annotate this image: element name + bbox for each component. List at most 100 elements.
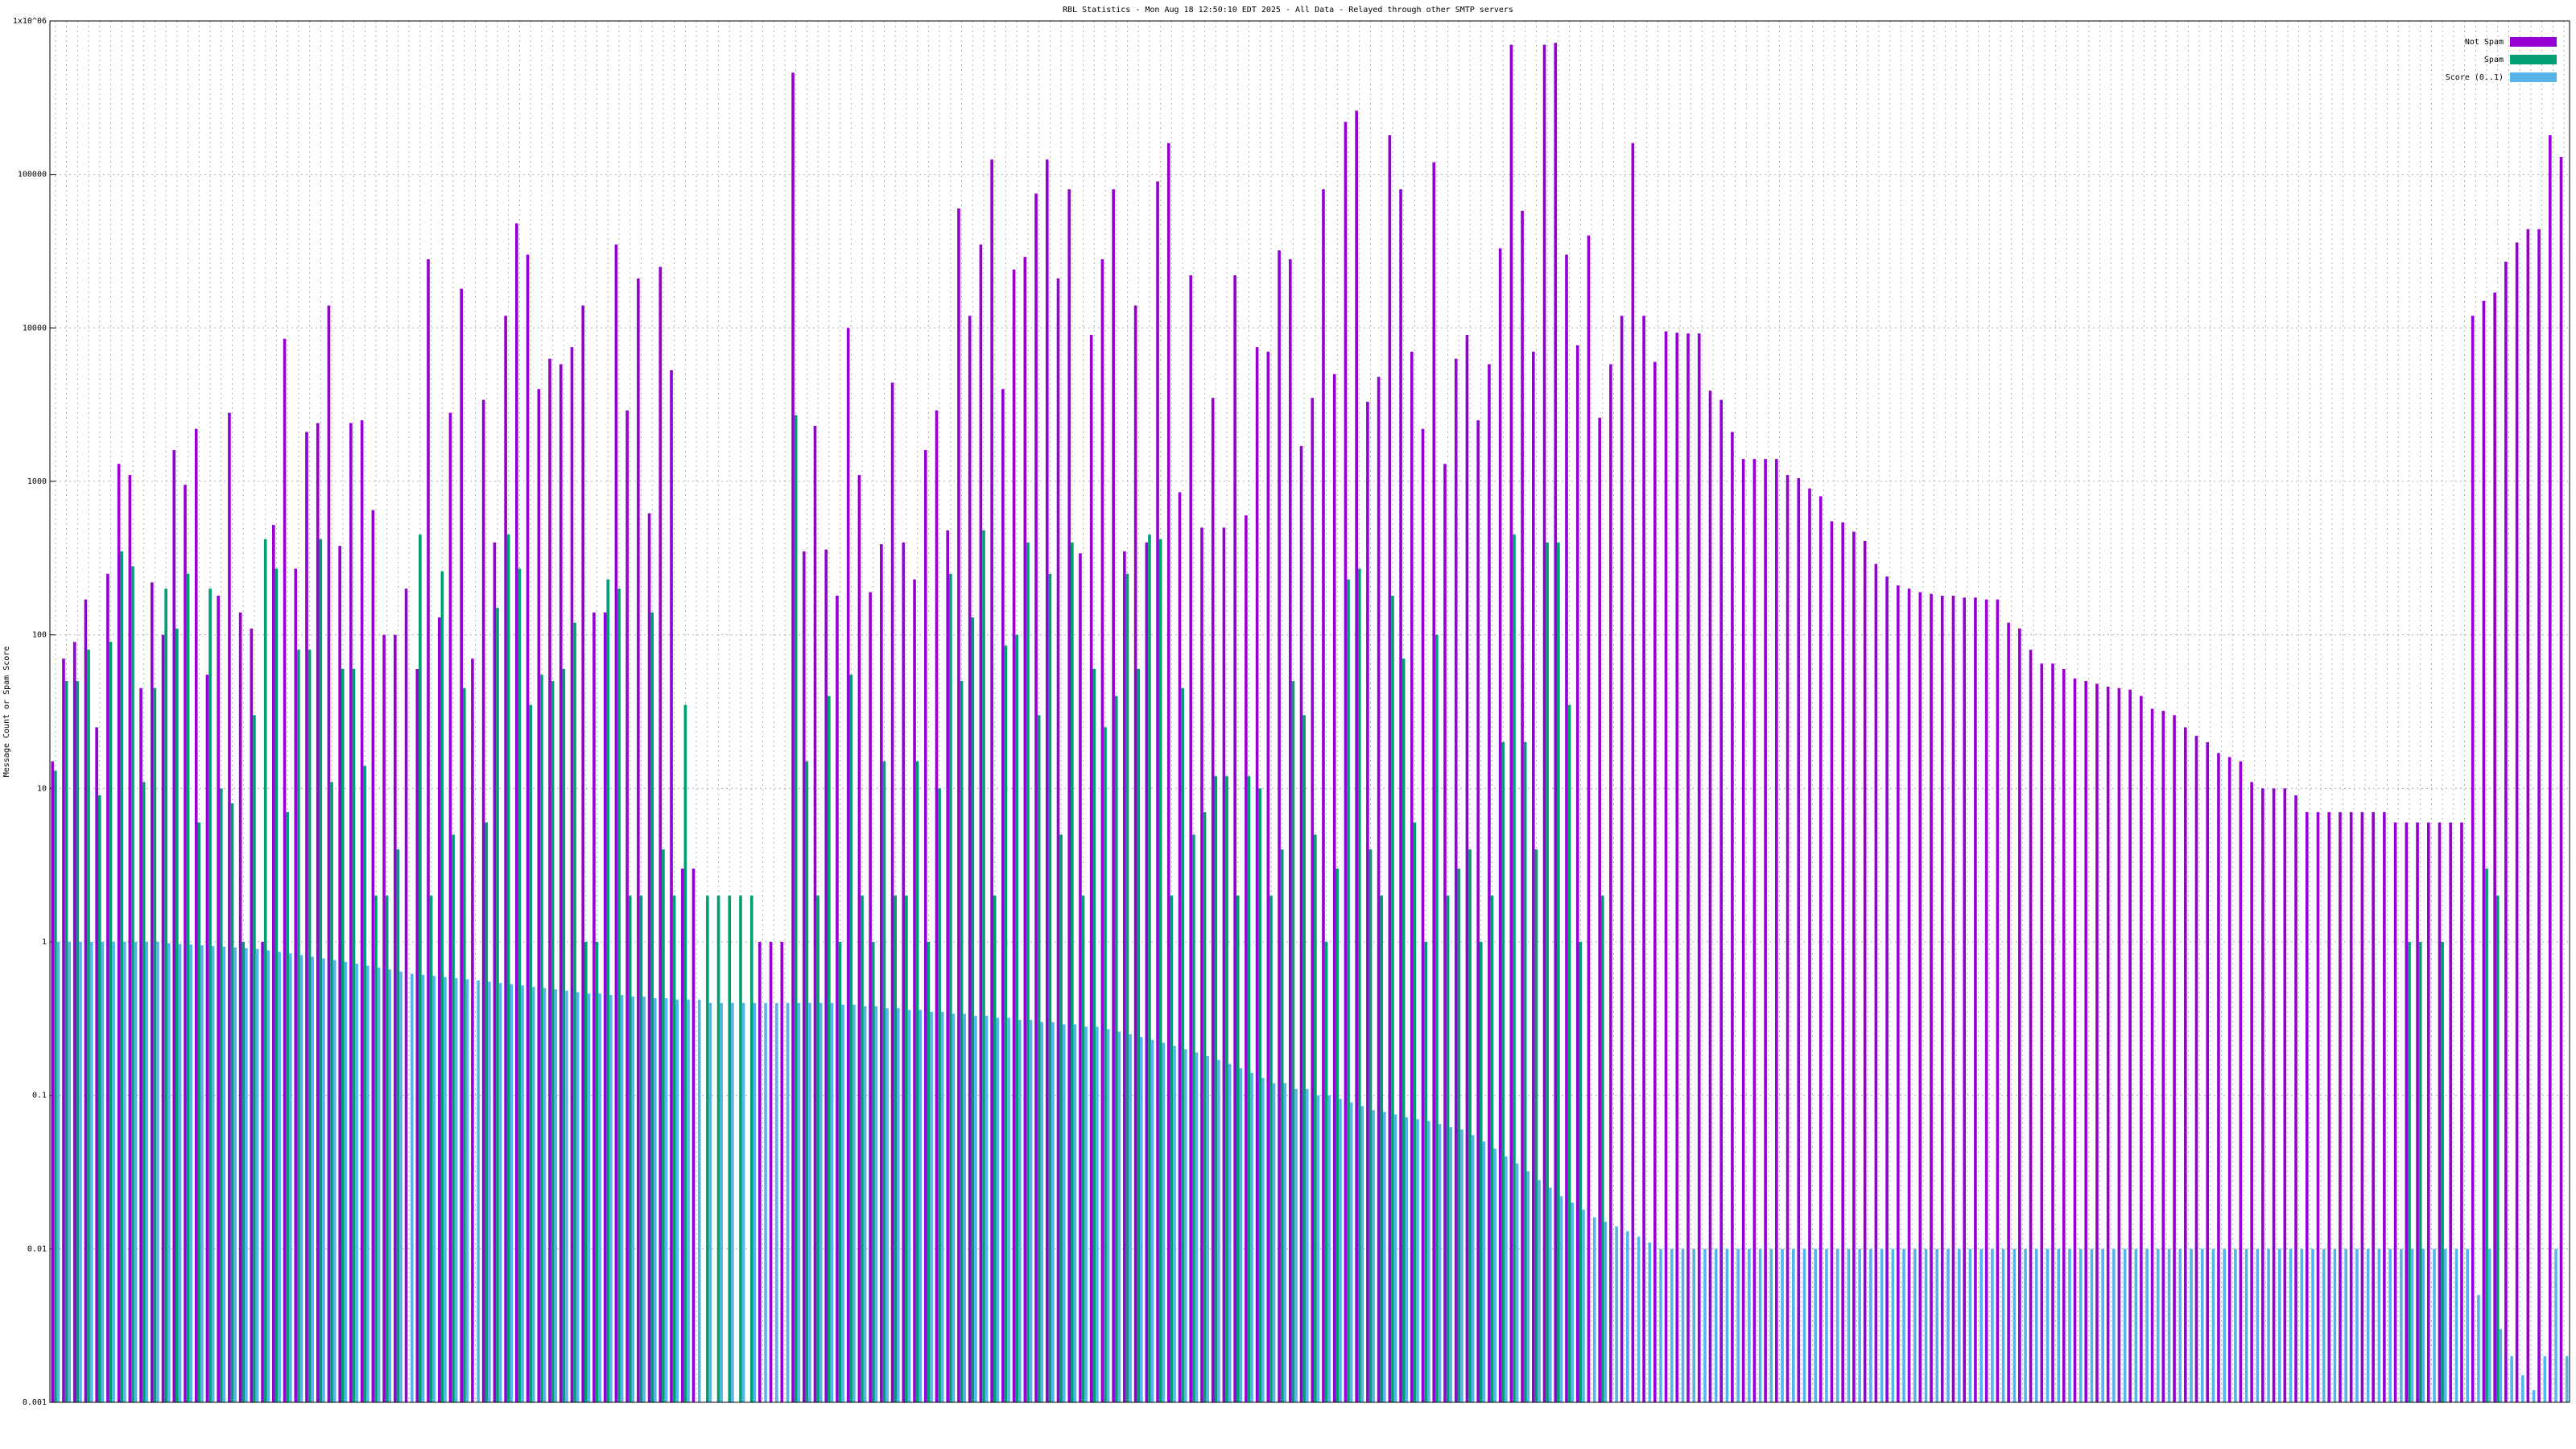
y-tick-label: 1000 <box>27 477 47 486</box>
bar <box>156 942 159 1402</box>
bar <box>2471 316 2475 1403</box>
bar <box>708 1002 712 1402</box>
bar <box>1261 1077 1265 1402</box>
bar <box>576 992 580 1402</box>
bar <box>816 895 819 1402</box>
bar <box>228 412 231 1402</box>
bar <box>774 1002 778 1402</box>
bar <box>233 947 237 1402</box>
bar <box>813 426 817 1403</box>
bar <box>167 943 171 1402</box>
bar <box>990 159 993 1402</box>
bar <box>316 423 320 1403</box>
bar <box>808 1002 811 1402</box>
bar <box>830 1002 834 1402</box>
bar <box>1479 942 1483 1402</box>
bar <box>650 612 654 1402</box>
bar <box>728 895 732 1402</box>
y-tick-label: 100 <box>32 631 47 640</box>
bar <box>266 950 270 1402</box>
bar <box>1642 316 1645 1403</box>
bar <box>1686 333 1690 1402</box>
bar <box>637 278 640 1402</box>
bar <box>493 542 497 1402</box>
bar <box>2283 788 2287 1402</box>
bar <box>2217 753 2220 1402</box>
bar <box>109 642 113 1402</box>
bar <box>1902 1249 1905 1402</box>
bar <box>1424 942 1427 1402</box>
bar <box>1269 895 1273 1402</box>
bar <box>72 642 76 1402</box>
bar <box>230 803 234 1402</box>
bar <box>1339 1098 1342 1402</box>
bar <box>2477 1294 2480 1402</box>
bar <box>394 634 397 1402</box>
bar <box>62 658 65 1402</box>
bar <box>874 1006 878 1402</box>
bar <box>2526 229 2530 1403</box>
bar <box>1631 142 1635 1402</box>
bar <box>1534 849 1538 1402</box>
bar <box>1692 1249 1696 1402</box>
y-tick-label: 0.1 <box>32 1092 47 1100</box>
bar <box>2532 1389 2536 1402</box>
bar <box>1664 331 1668 1402</box>
bar <box>95 727 98 1402</box>
bar <box>531 986 535 1402</box>
bar <box>1575 345 1579 1402</box>
bar <box>741 1002 745 1402</box>
bar <box>1725 1249 1729 1402</box>
bar <box>2485 869 2488 1402</box>
bar <box>139 687 142 1402</box>
bar <box>2372 811 2375 1402</box>
bar <box>2239 761 2243 1402</box>
bar <box>662 849 665 1402</box>
bar <box>432 976 436 1402</box>
bar <box>1615 1226 1618 1402</box>
bar <box>1741 459 1745 1403</box>
bar <box>382 634 386 1402</box>
bar <box>1460 1129 1463 1402</box>
y-tick-label: 10 <box>37 784 47 793</box>
bar <box>1150 1039 1154 1402</box>
bar <box>1648 1242 1652 1402</box>
bar <box>1991 1249 1994 1402</box>
y-tick-label: 1 <box>42 938 47 947</box>
bar <box>1913 1249 1917 1402</box>
bar <box>697 999 701 1402</box>
bar <box>51 761 55 1402</box>
bar <box>242 942 246 1402</box>
bar <box>2062 668 2066 1402</box>
bar <box>2190 1249 2193 1402</box>
bar <box>1192 834 1195 1402</box>
bar <box>275 568 279 1403</box>
bar <box>1104 727 1107 1402</box>
bar <box>617 588 621 1402</box>
bar <box>518 568 522 1403</box>
bar <box>2040 663 2044 1402</box>
bar <box>1129 1034 1132 1402</box>
bar <box>2366 1249 2370 1402</box>
bar <box>2499 1329 2503 1402</box>
bar <box>1071 542 1074 1402</box>
bar <box>360 420 364 1402</box>
bar <box>2057 1249 2061 1402</box>
bar <box>1327 1095 1331 1402</box>
bar <box>672 895 676 1402</box>
bar <box>1015 634 1019 1402</box>
bar <box>2496 895 2500 1402</box>
bar <box>404 588 408 1402</box>
bar <box>614 244 618 1403</box>
bar <box>1357 568 1361 1403</box>
bar <box>1493 1148 1496 1402</box>
bar <box>1178 492 1182 1402</box>
bar <box>919 1009 923 1402</box>
bar <box>2443 1249 2447 1402</box>
bar <box>2272 788 2276 1402</box>
bar <box>1490 895 1494 1402</box>
bar <box>1841 522 1845 1402</box>
bar <box>1526 1171 1530 1402</box>
bar <box>828 696 831 1402</box>
